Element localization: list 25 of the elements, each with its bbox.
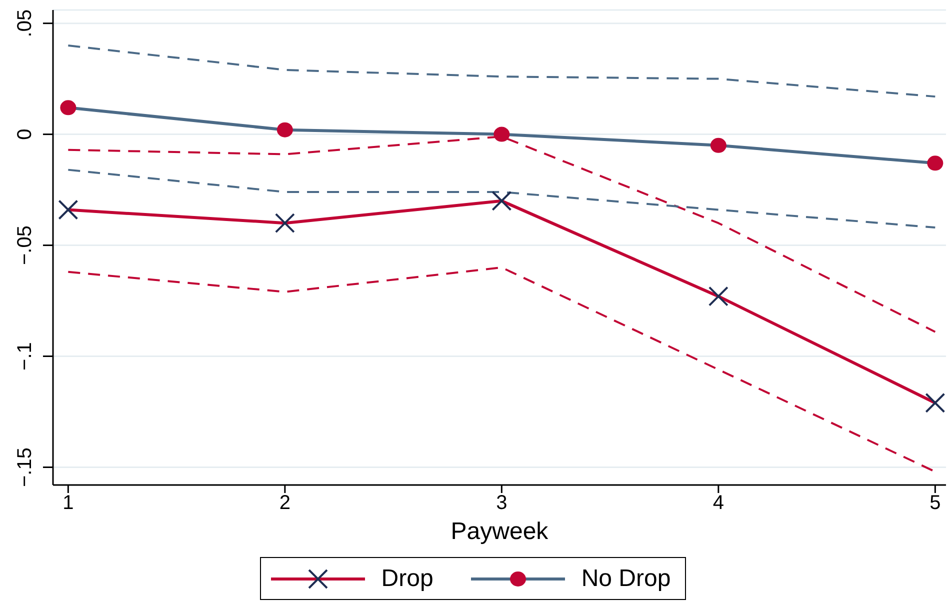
point xyxy=(925,392,946,413)
point xyxy=(494,126,510,142)
point xyxy=(492,190,512,211)
y-tick-label: .05 xyxy=(14,9,36,38)
x-tick-label: 1 xyxy=(62,492,74,514)
point xyxy=(708,286,728,306)
point xyxy=(927,156,944,171)
x-tick-label: 3 xyxy=(496,492,508,514)
point xyxy=(710,138,726,153)
x-tick-label: 4 xyxy=(712,492,724,514)
x-axis-title: Payweek xyxy=(450,518,550,545)
x-tick-label: 2 xyxy=(279,492,290,514)
point xyxy=(58,200,78,220)
legend-label: No Drop xyxy=(581,564,671,592)
y-tick-label: −.05 xyxy=(14,226,36,266)
line-series xyxy=(67,168,936,229)
point xyxy=(276,122,293,138)
x-tick-label: 5 xyxy=(930,492,941,514)
legend-label: Drop xyxy=(381,564,434,592)
y-tick-label: −.15 xyxy=(14,448,36,487)
y-tick-label: −.1 xyxy=(14,342,36,370)
point xyxy=(60,100,76,116)
y-tick-label: 0 xyxy=(14,128,36,140)
point xyxy=(274,213,295,234)
line-series xyxy=(67,44,936,98)
